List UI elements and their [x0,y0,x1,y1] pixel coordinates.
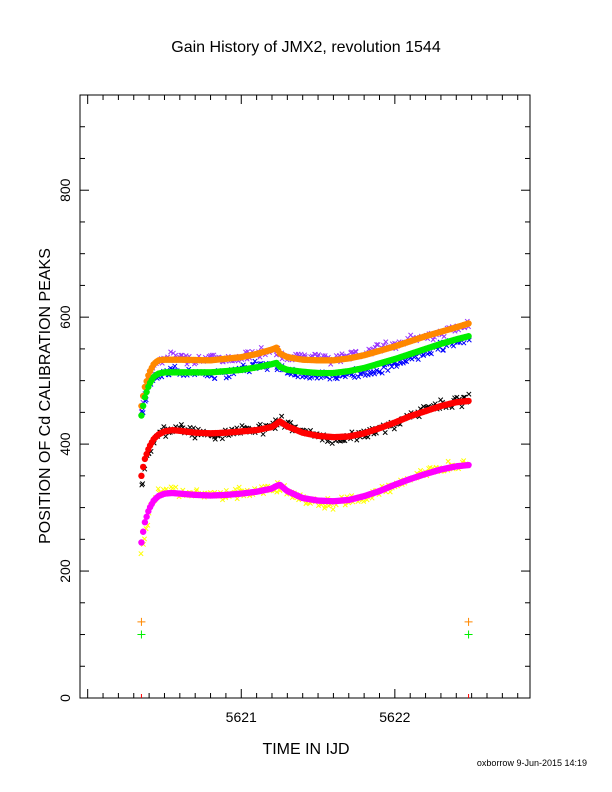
measured-point [372,371,378,377]
measured-point [194,487,200,493]
fit-point [143,513,150,520]
measured-point [440,347,446,353]
measured-point [315,352,322,358]
measured-point [461,340,467,346]
fit-point [138,412,145,419]
measured-point [450,343,457,349]
x-axis-label: TIME IN IJD [262,741,349,758]
measured-point [226,374,232,380]
measured-point [361,498,367,504]
measured-point [173,484,179,490]
fit-point [465,333,472,340]
measured-point [303,374,309,380]
measured-point [232,486,238,492]
measured-point [342,374,348,380]
measured-point [223,375,229,381]
measured-point [391,426,397,432]
fit-point [465,461,472,469]
y-tick-label: 600 [57,305,73,329]
measured-point [211,352,217,358]
measured-point [219,436,225,442]
x-tick-label: 5622 [379,709,410,725]
measured-point [379,370,385,376]
measured-point [415,356,421,362]
fit-point [143,388,150,396]
y-tick-label: 400 [57,432,73,456]
y-tick-label: 200 [57,559,73,583]
measured-point [279,413,285,419]
measured-point [330,506,336,512]
measured-point [168,349,174,355]
fit-point [141,394,149,401]
measured-point [212,436,218,442]
measured-point [252,358,258,364]
reference-point [464,617,473,626]
reference-point [137,630,146,639]
measured-point [382,430,388,436]
fit-point [139,463,147,471]
measured-point [172,363,178,369]
measured-point [219,497,226,503]
fit-point [138,472,145,480]
measured-point [140,481,146,487]
measured-point [374,342,380,348]
measured-point [334,376,340,382]
measured-point [445,458,451,464]
measured-point [209,352,215,358]
x-tick-label: 5621 [226,709,257,725]
measured-point [385,367,391,374]
y-tick-label: 0 [57,694,73,702]
measured-point [375,342,381,348]
plot-frame [79,94,531,699]
measured-point [274,489,280,495]
measured-point [430,337,436,343]
measured-point [459,404,465,410]
measured-point [169,485,176,491]
measured-point [155,486,161,492]
measured-point [352,374,358,381]
measured-point [178,422,184,428]
measured-point [212,375,218,382]
y-axis-label: POSITION OF Cd CALIBRATION PEAKS [37,248,54,544]
fit-point [139,402,147,410]
fit-point [139,528,147,535]
measured-point [441,333,447,339]
fit-point [141,519,149,526]
measured-point [355,374,362,380]
measured-point [389,364,395,370]
measured-point [260,431,266,437]
measured-point [295,374,301,380]
measured-point [466,391,472,397]
measured-point [402,358,408,364]
measured-point [138,551,144,557]
measured-point [428,351,434,357]
plot-area: 0 200 400 600 800 5621 5622 [57,94,531,725]
measured-point [329,440,335,446]
measured-point [420,352,427,359]
measured-point [339,351,345,357]
chart-title: Gain History of JMX2, revolution 1544 [171,39,441,56]
y-tick-label: 800 [57,178,73,202]
measured-point [383,339,389,345]
reference-point [137,617,146,626]
measured-point [236,484,242,490]
fit-point [465,397,472,405]
reference-point [464,630,473,639]
measured-point [327,376,333,382]
fit-point [138,539,145,546]
timestamp-footer: oxborrow 9-Jun-2015 14:19 [477,758,587,768]
measured-point [403,359,410,365]
measured-point [376,368,382,375]
fit-point [465,320,472,327]
